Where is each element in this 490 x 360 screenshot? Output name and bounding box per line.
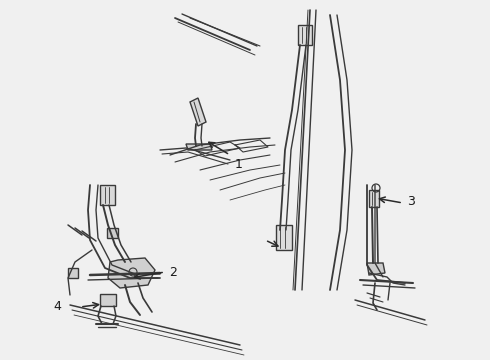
Polygon shape bbox=[186, 144, 212, 150]
Polygon shape bbox=[190, 98, 206, 126]
Polygon shape bbox=[107, 228, 118, 238]
Text: 2: 2 bbox=[169, 266, 177, 279]
Text: 1: 1 bbox=[235, 158, 243, 171]
Polygon shape bbox=[369, 190, 379, 207]
Text: 3: 3 bbox=[407, 194, 415, 207]
Text: 4: 4 bbox=[53, 301, 61, 314]
Polygon shape bbox=[100, 185, 115, 205]
Polygon shape bbox=[108, 258, 155, 288]
Polygon shape bbox=[276, 225, 292, 250]
Polygon shape bbox=[68, 268, 78, 278]
Polygon shape bbox=[367, 263, 385, 275]
Polygon shape bbox=[298, 25, 312, 45]
Polygon shape bbox=[100, 294, 116, 306]
